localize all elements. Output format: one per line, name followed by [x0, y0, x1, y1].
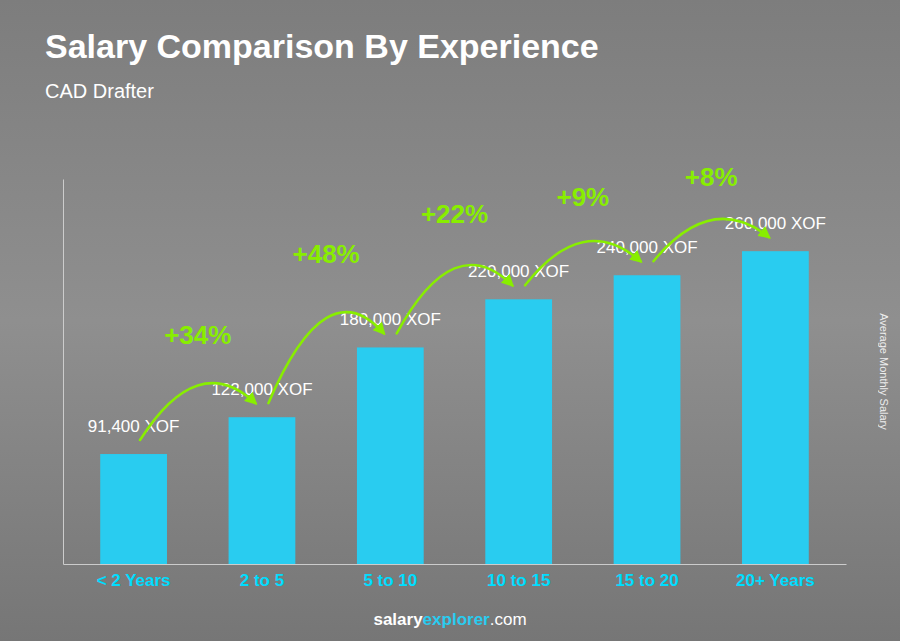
bar: [229, 417, 296, 564]
x-axis-line: [64, 564, 847, 565]
chart-svg: Salary Comparison By Experience CAD Draft…: [0, 0, 900, 641]
pct-arrow: [140, 383, 256, 440]
y-axis: [63, 180, 64, 565]
data-label: 220,000 XOF: [468, 262, 569, 281]
x-tick-label: 5 to 10: [363, 571, 417, 590]
footer: salaryexplorer.com: [373, 610, 526, 629]
plot-area: < 2 Years 2 to 5 5 to 10 10 to 15 15 to 20 20…: [64, 162, 847, 590]
x-tick: 10 to 15: [487, 571, 550, 590]
pct-label: +48%: [293, 239, 360, 269]
bar: [614, 275, 681, 564]
x-tick: 15 to 20: [615, 571, 678, 590]
background: [0, 0, 900, 641]
title: Salary Comparison By Experience: [45, 27, 599, 65]
pct-label: +34%: [164, 320, 231, 350]
bar: [100, 454, 167, 564]
x-tick-label: 2 to 5: [240, 571, 284, 590]
data-label: 91,400 XOF: [88, 417, 180, 436]
y-axis-label: Average Monthly Salary: [878, 313, 890, 430]
data-label: 122,000 XOF: [211, 380, 312, 399]
x-tick: 20+ Years: [736, 571, 815, 590]
x-tick-label: 15 to 20: [615, 571, 678, 590]
x-tick-label: < 2 Years: [97, 571, 171, 590]
pct-arrow: [268, 312, 384, 403]
pct-arrow: [397, 265, 513, 334]
x-axis: < 2 Years 2 to 5 5 to 10 10 to 15 15 to 20 20…: [64, 565, 847, 591]
data-label: 240,000 XOF: [596, 238, 697, 257]
footer-part: .com: [490, 610, 527, 629]
bars: [100, 251, 809, 564]
footer-part: salary: [373, 610, 423, 629]
bar: [357, 347, 424, 564]
data-labels: 91,400 XOF122,000 XOF180,000 XOF220,000 …: [88, 214, 826, 436]
x-tick-label: 20+ Years: [736, 571, 815, 590]
x-tick: < 2 Years: [97, 571, 171, 590]
bar: [742, 251, 809, 564]
pct-label: +8%: [685, 162, 738, 192]
pct-arrow: [653, 219, 769, 261]
x-tick-label: 10 to 15: [487, 571, 550, 590]
bar: [485, 299, 552, 564]
pct-arrow: [525, 241, 641, 285]
x-tick: 5 to 10: [363, 571, 417, 590]
pct-label: +22%: [421, 199, 488, 229]
pct-label: +9%: [556, 182, 609, 212]
data-label: 260,000 XOF: [725, 214, 826, 233]
subtitle: CAD Drafter: [45, 80, 154, 102]
annotations: +34% +48% +22% +9% +8%: [140, 162, 769, 440]
y-axis-line: [63, 180, 64, 565]
x-tick: 2 to 5: [240, 571, 284, 590]
footer-part: explorer: [423, 610, 490, 629]
